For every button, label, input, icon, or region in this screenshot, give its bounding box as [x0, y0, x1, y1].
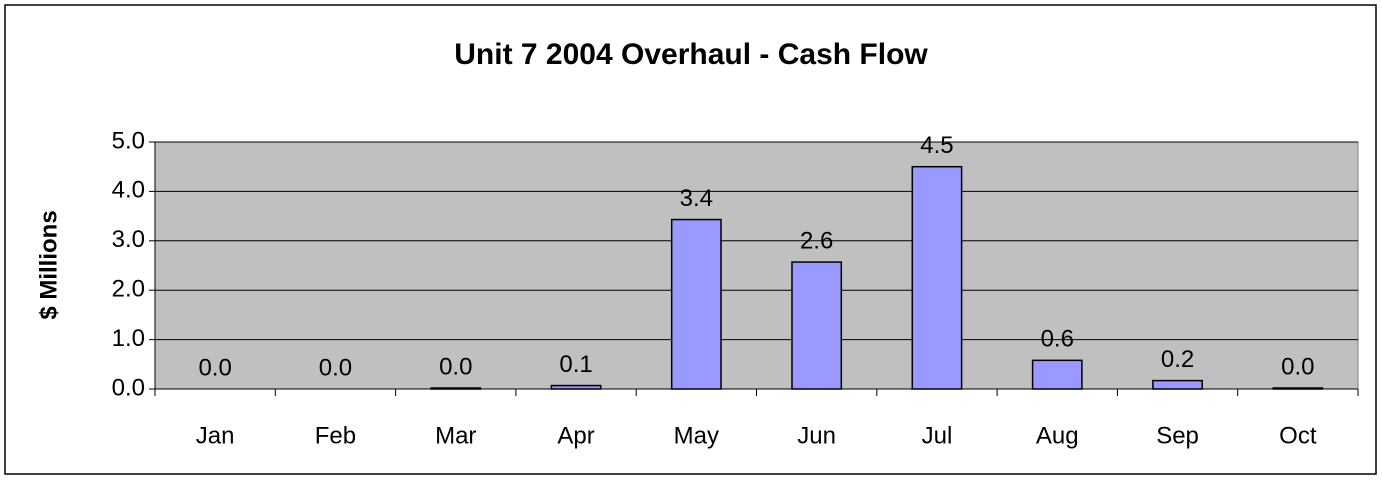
plot-area	[154, 141, 1359, 390]
data-label: 0.0	[198, 354, 231, 381]
data-label: 2.6	[800, 227, 833, 254]
bar	[791, 261, 843, 390]
x-tick-label: Apr	[557, 422, 594, 449]
x-tick-label: Aug	[1036, 422, 1079, 449]
x-tick-label: Jul	[922, 422, 953, 449]
data-label: 0.0	[1281, 353, 1314, 380]
data-label: 0.6	[1041, 326, 1074, 353]
x-tick-label: Jun	[797, 422, 836, 449]
x-tick-label: May	[674, 422, 719, 449]
data-label: 0.1	[559, 351, 592, 378]
data-label: 0.0	[439, 353, 472, 380]
x-tick-label: Mar	[435, 422, 476, 449]
x-tick-label: Sep	[1156, 422, 1199, 449]
y-tick-label: 5.0	[112, 127, 145, 154]
bar	[1152, 379, 1203, 390]
bar	[1272, 387, 1324, 390]
y-tick-label: 1.0	[112, 325, 145, 352]
x-tick-label: Jan	[196, 422, 235, 449]
y-axis-label: $ Millions	[35, 210, 62, 319]
data-label: 4.5	[920, 132, 953, 159]
data-label: 3.4	[680, 185, 713, 212]
bar	[550, 384, 602, 390]
bar	[670, 218, 722, 390]
y-tick-label: 2.0	[112, 276, 145, 303]
x-tick-label: Feb	[315, 422, 356, 449]
x-tick-label: Oct	[1279, 422, 1317, 449]
y-tick-label: 3.0	[112, 226, 145, 253]
bar	[1031, 359, 1083, 390]
chart-title: Unit 7 2004 Overhaul - Cash Flow	[454, 38, 928, 71]
bar	[911, 165, 963, 390]
bar	[430, 387, 482, 390]
y-tick-label: 0.0	[112, 374, 145, 401]
y-tick-label: 4.0	[112, 177, 145, 204]
data-label: 0.2	[1161, 346, 1194, 373]
data-label: 0.0	[319, 354, 352, 381]
